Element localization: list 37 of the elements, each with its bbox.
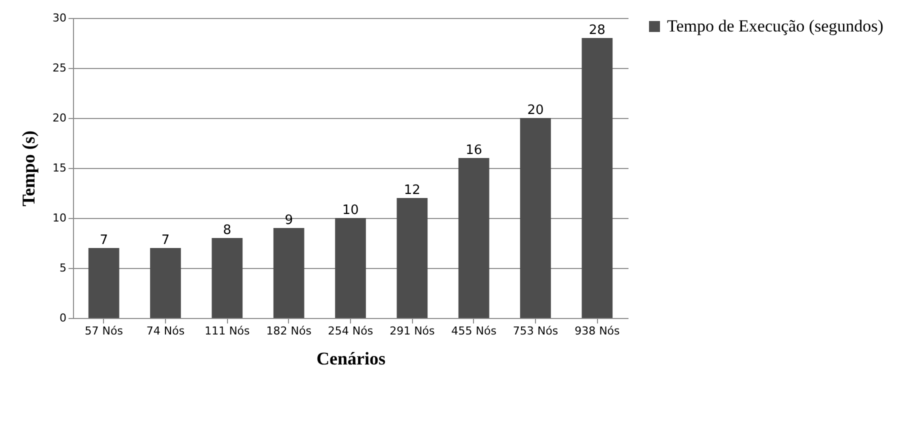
data-label: 28 — [588, 23, 606, 38]
data-label: 10 — [342, 203, 359, 218]
y-axis-title: Tempo (s) — [18, 130, 39, 206]
bar — [212, 238, 243, 318]
x-axis-title: Cenários — [316, 348, 386, 368]
data-label: 9 — [284, 213, 293, 228]
data-label: 8 — [223, 223, 232, 238]
bar — [273, 228, 304, 318]
y-tick-label: 5 — [60, 262, 66, 274]
legend-label: Tempo de Execução (segundos) — [667, 16, 884, 36]
x-tick-label: 455 Nós — [451, 324, 497, 338]
x-tick-label: 291 Nós — [390, 324, 436, 338]
x-tick-label: 753 Nós — [512, 324, 558, 338]
x-tick-label: 74 Nós — [146, 324, 185, 338]
bar — [396, 198, 428, 318]
bar — [520, 118, 551, 318]
x-tick-label: 254 Nós — [328, 324, 374, 338]
y-tick-label: 25 — [52, 62, 66, 74]
bar — [88, 248, 120, 318]
data-label: 20 — [527, 103, 544, 118]
y-tick-label: 30 — [52, 12, 66, 24]
y-tick-label: 0 — [60, 312, 66, 324]
x-tick-label: 182 Nós — [266, 324, 312, 338]
data-label: 7 — [100, 233, 108, 248]
data-label: 7 — [161, 233, 170, 248]
bar — [458, 158, 490, 318]
y-tick-label: 20 — [52, 112, 66, 124]
bar — [582, 38, 613, 318]
data-label: 12 — [404, 183, 420, 198]
x-tick-label: 938 Nós — [574, 324, 620, 338]
x-tick-label: 111 Nós — [204, 324, 250, 338]
y-tick-label: 10 — [52, 212, 66, 224]
y-tick-label: 15 — [52, 162, 66, 174]
data-label: 16 — [466, 143, 482, 158]
bar — [150, 248, 181, 318]
bar — [335, 218, 366, 318]
x-tick-label: 57 Nós — [84, 324, 124, 338]
